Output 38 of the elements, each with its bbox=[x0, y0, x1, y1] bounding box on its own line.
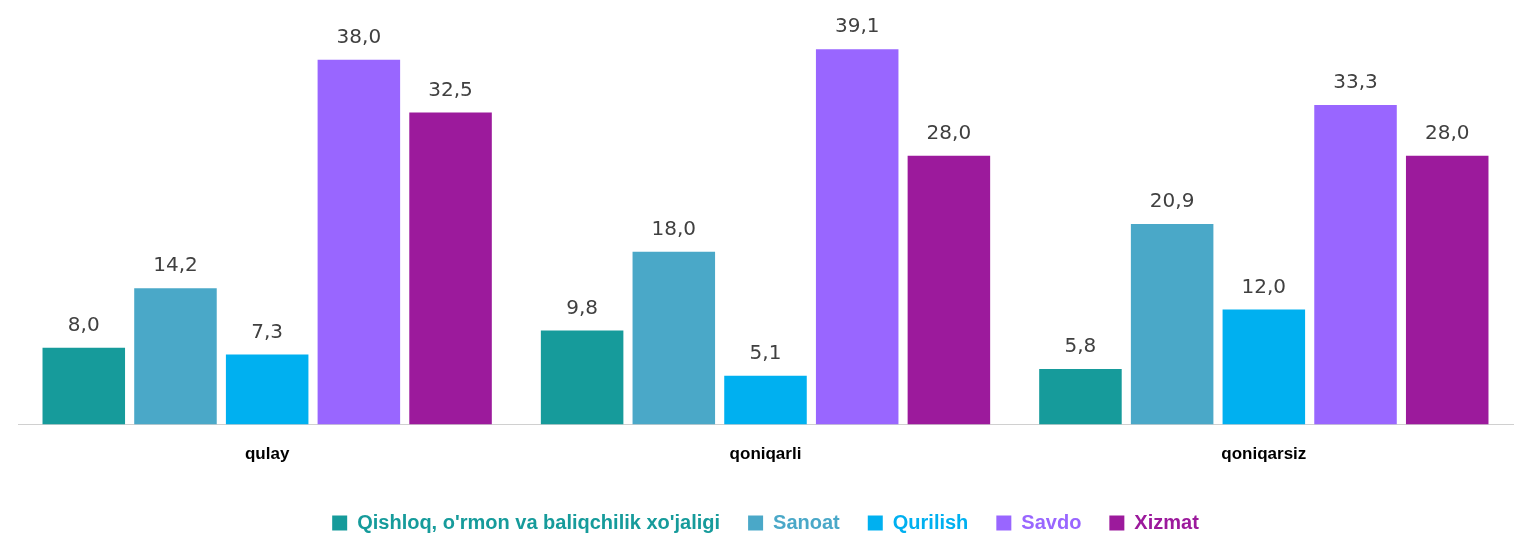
data-label: 12,0 bbox=[1241, 273, 1287, 298]
bar bbox=[1222, 309, 1306, 425]
data-label: 28,0 bbox=[1424, 120, 1470, 145]
data-label: 5,1 bbox=[749, 339, 782, 364]
bar bbox=[907, 155, 991, 425]
bar bbox=[317, 59, 401, 425]
bar bbox=[134, 288, 217, 425]
bar bbox=[42, 347, 126, 425]
data-label: 28,0 bbox=[926, 120, 972, 145]
x-tick-label: qoniqarsiz bbox=[1221, 444, 1307, 464]
bar bbox=[540, 330, 624, 425]
data-label: 18,0 bbox=[651, 216, 697, 241]
bar bbox=[409, 112, 492, 425]
data-label: 7,3 bbox=[251, 318, 284, 343]
data-label: 9,8 bbox=[566, 294, 599, 319]
bar bbox=[1405, 155, 1489, 425]
x-tick-label: qoniqarli bbox=[729, 444, 802, 464]
legend-label: Savdo bbox=[1021, 510, 1082, 533]
data-label: 5,8 bbox=[1064, 333, 1097, 358]
bar bbox=[724, 375, 807, 425]
legend-label: Qishloq, o'rmon va baliqchilik xo'jaligi bbox=[357, 510, 721, 533]
x-tick-label: qulay bbox=[244, 444, 290, 464]
data-label: 38,0 bbox=[336, 24, 382, 49]
data-label: 14,2 bbox=[153, 252, 198, 277]
data-label: 39,1 bbox=[834, 13, 880, 38]
bar bbox=[815, 49, 899, 425]
legend-label: Qurilish bbox=[892, 510, 969, 533]
legend-label: Sanoat bbox=[773, 510, 841, 533]
bar bbox=[1039, 368, 1122, 425]
bar bbox=[632, 251, 716, 425]
data-label: 8,0 bbox=[67, 312, 100, 337]
data-label: 32,5 bbox=[428, 76, 473, 101]
legend-label: Xizmat bbox=[1134, 510, 1200, 533]
bar bbox=[225, 354, 309, 425]
bar bbox=[1314, 104, 1397, 425]
data-label: 20,9 bbox=[1149, 188, 1195, 213]
bar bbox=[1130, 223, 1214, 425]
data-label: 33,3 bbox=[1333, 69, 1378, 94]
